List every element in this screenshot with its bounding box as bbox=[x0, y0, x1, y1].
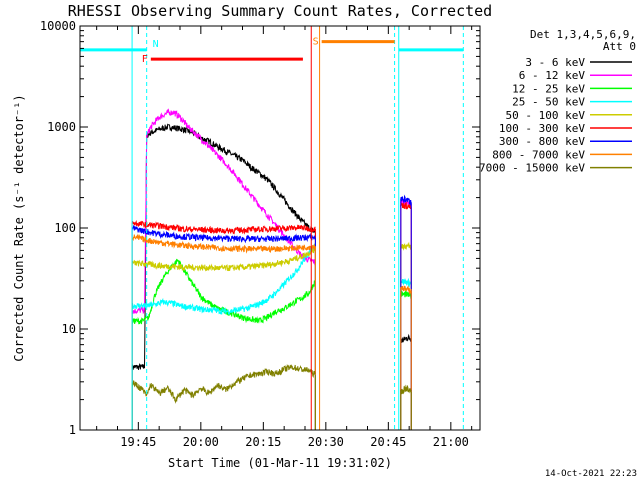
series-12-25-kev-line bbox=[131, 258, 316, 325]
series-300-800-kev-segment2-line bbox=[400, 194, 412, 207]
y-tick-label-1: 1 bbox=[69, 423, 76, 437]
legend-header-line-2: Att 0 bbox=[603, 40, 636, 53]
y-tick-label-10000: 10000 bbox=[40, 19, 76, 33]
series-800-7000-kev-line bbox=[132, 233, 316, 254]
legend-label-12-25-kev: 12 - 25 keV bbox=[512, 82, 585, 95]
y-tick-label-1000: 1000 bbox=[47, 120, 76, 134]
series-100-300-kev-segment2-line bbox=[400, 201, 412, 210]
legend-label-100-300-kev: 100 - 300 keV bbox=[499, 122, 585, 135]
series-300-800-kev-line bbox=[131, 225, 316, 244]
y-tick-label-100: 100 bbox=[54, 221, 76, 235]
series-100-300-kev-line bbox=[131, 219, 316, 235]
x-tick-label-20-00: 20:00 bbox=[183, 435, 219, 449]
axes bbox=[79, 25, 481, 431]
x-tick-label-20-45: 20:45 bbox=[370, 435, 406, 449]
series-7000-15000-kev-segment2-line bbox=[400, 384, 412, 395]
x-tick-label-19-45: 19:45 bbox=[120, 435, 156, 449]
legend-label-3-6-kev: 3 - 6 keV bbox=[525, 56, 585, 69]
x-tick-label-21-00: 21:00 bbox=[433, 435, 469, 449]
legend-label-7000-15000-kev: 7000 - 15000 keV bbox=[479, 162, 585, 175]
series-800-7000-kev-segment2-line bbox=[400, 285, 412, 296]
series-3-6-kev-segment2-line bbox=[400, 333, 412, 343]
x-axis-label: Start Time (01-Mar-11 19:31:02) bbox=[168, 456, 392, 470]
x-tick-label-20-15: 20:15 bbox=[245, 435, 281, 449]
legend-label-300-800-kev: 300 - 800 keV bbox=[499, 135, 585, 148]
flag-f-label: F bbox=[142, 54, 148, 65]
legend-label-50-100-kev: 50 - 100 keV bbox=[506, 109, 586, 122]
legend-label-6-12-kev: 6 - 12 keV bbox=[519, 69, 586, 82]
x-tick-label-20-30: 20:30 bbox=[308, 435, 344, 449]
legend-label-25-50-kev: 25 - 50 keV bbox=[512, 96, 585, 109]
y-tick-label-10: 10 bbox=[62, 322, 76, 336]
series-50-100-kev-line bbox=[131, 244, 316, 272]
legend-header-line-1: Det 1,3,4,5,6,9, bbox=[530, 28, 636, 41]
chart-title: RHESSI Observing Summary Count Rates, Co… bbox=[68, 2, 492, 20]
flag-n-label: N bbox=[153, 39, 159, 50]
observing-flags: NF S bbox=[80, 37, 464, 65]
series-25-50-kev-line bbox=[131, 243, 316, 316]
series-7000-15000-kev-line bbox=[131, 364, 316, 404]
generation-timestamp: 14-Oct-2021 22:23 bbox=[545, 469, 637, 479]
series-3-6-kev-line bbox=[131, 123, 316, 371]
series-50-100-kev-segment2-line bbox=[400, 241, 412, 251]
tick-labels: 1 10 100 1000 10000 19:45 20:00 20:15 20:30 20:45… bbox=[40, 19, 469, 449]
flag-s-label: S bbox=[313, 37, 319, 48]
series-25-50-kev-segment2-line bbox=[400, 277, 412, 288]
series-12-25-kev-segment2-line bbox=[400, 290, 412, 299]
series-layer bbox=[131, 26, 464, 430]
y-axis-label: Corrected Count Rate (s⁻¹ detector⁻¹) bbox=[12, 94, 26, 361]
legend-label-800-7000-kev: 800 - 7000 keV bbox=[492, 148, 585, 161]
